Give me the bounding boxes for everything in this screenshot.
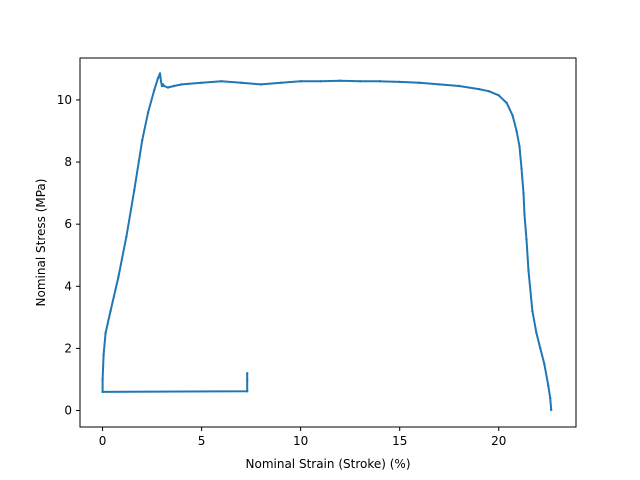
x-tick-label: 0: [99, 434, 107, 448]
data-point: [152, 89, 156, 92]
x-tick-label: 15: [392, 434, 407, 448]
data-point: [117, 275, 120, 279]
data-point: [438, 83, 441, 86]
data-point: [457, 84, 461, 88]
data-point: [101, 378, 104, 381]
data-point: [339, 79, 342, 82]
y-tick-label: 8: [64, 155, 72, 169]
y-tick-label: 6: [64, 217, 72, 231]
data-point: [525, 238, 528, 241]
data-point: [246, 372, 249, 375]
x-axis-label: Nominal Strain (Stroke) (%): [246, 457, 411, 471]
data-point: [159, 80, 163, 83]
data-point: [547, 384, 550, 387]
data-point: [299, 80, 302, 83]
data-point: [523, 213, 526, 217]
data-point: [166, 86, 170, 89]
data-point: [550, 408, 553, 412]
data-point: [240, 81, 243, 85]
data-point: [162, 84, 166, 88]
data-point: [220, 80, 223, 83]
y-tick-label: 4: [64, 279, 72, 293]
data-point: [549, 396, 552, 400]
data-point: [104, 331, 107, 335]
data-point: [511, 114, 514, 117]
data-point: [487, 90, 490, 93]
data-point: [522, 191, 525, 195]
data-point: [146, 111, 150, 114]
data-point: [156, 77, 160, 80]
y-axis: 0 2 4 6 8 10: [57, 93, 80, 418]
data-point: [497, 94, 500, 97]
data-point: [358, 80, 362, 83]
data-point: [125, 235, 128, 238]
data-point: [246, 378, 249, 381]
data-point: [133, 188, 136, 192]
data-point: [246, 390, 249, 393]
x-tick-label: 5: [198, 434, 206, 448]
series-markers: [101, 72, 553, 412]
series-line: [101, 72, 553, 411]
data-point: [319, 80, 322, 83]
data-point: [172, 84, 176, 88]
x-tick-label: 20: [491, 434, 506, 448]
plot-frame: [79, 57, 577, 428]
data-point: [279, 81, 283, 85]
data-point: [141, 139, 144, 142]
x-tick-label: 10: [293, 434, 308, 448]
data-point: [527, 269, 530, 272]
y-axis-label: Nominal Stress (MPa): [34, 179, 48, 307]
y-tick-label: 2: [64, 341, 72, 355]
data-point: [398, 80, 401, 84]
data-point: [535, 331, 538, 335]
y-tick-label: 0: [64, 404, 72, 418]
data-point: [378, 80, 382, 83]
data-point: [200, 81, 203, 85]
data-point: [531, 309, 534, 313]
y-tick-label: 10: [57, 93, 72, 107]
data-point: [539, 347, 542, 350]
plot-area: [101, 72, 553, 412]
data-point: [180, 83, 183, 86]
data-point: [158, 72, 162, 75]
data-point: [515, 129, 518, 133]
data-point: [518, 145, 521, 148]
x-axis: 0 5 10 15 20: [99, 427, 506, 448]
data-point: [102, 353, 105, 356]
data-point: [418, 81, 421, 85]
data-point: [477, 87, 481, 91]
data-point: [520, 167, 523, 170]
data-point: [543, 362, 546, 366]
data-point: [505, 101, 508, 105]
data-point: [109, 309, 112, 313]
data-point: [259, 83, 263, 86]
data-point: [101, 390, 104, 394]
